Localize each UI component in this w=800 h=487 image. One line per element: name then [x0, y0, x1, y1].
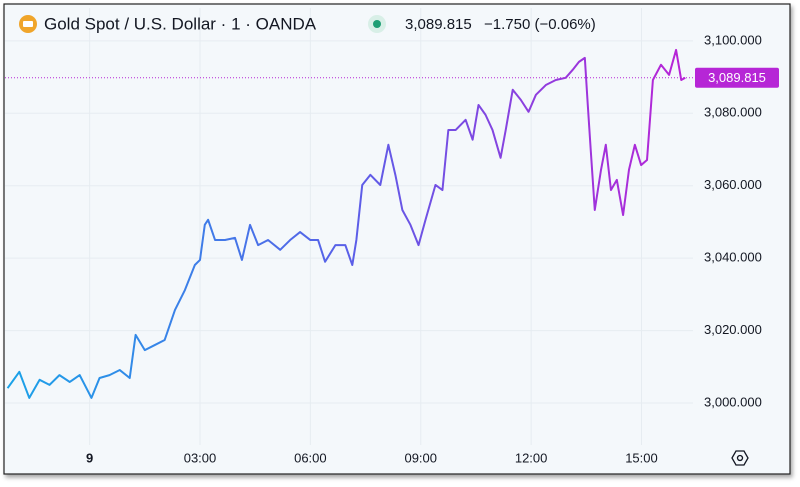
settings-icon[interactable] — [731, 450, 749, 466]
header-change: −1.750 (−0.06%) — [484, 16, 596, 33]
y-tick-label: 3,020.000 — [704, 322, 762, 337]
x-tick-label: 09:00 — [404, 450, 437, 465]
market-status-dot — [373, 20, 381, 28]
symbol-title: Gold Spot / U.S. Dollar · 1 · OANDA — [44, 14, 317, 33]
price-line — [6, 48, 686, 399]
x-tick-label: 06:00 — [294, 450, 327, 465]
y-tick-label: 3,040.000 — [704, 250, 762, 265]
y-tick-label: 3,000.000 — [704, 394, 762, 409]
last-price-badge — [695, 67, 779, 88]
last-price-label: 3,089.815 — [708, 70, 766, 85]
y-tick-label: 3,060.000 — [704, 177, 762, 192]
x-tick-label: 03:00 — [184, 450, 217, 465]
y-tick-label: 3,100.000 — [704, 32, 762, 47]
symbol-icon-bar — [23, 21, 33, 27]
x-tick-label: 15:00 — [625, 450, 658, 465]
x-tick-label: 12:00 — [515, 450, 548, 465]
plot-area: 3,000.000 3,020.000 3,040.000 3,060.000 3,08… — [5, 8, 779, 465]
y-tick-label: 3,080.000 — [704, 105, 762, 120]
x-tick-label: 9 — [86, 450, 93, 465]
header-price: 3,089.815 — [405, 16, 472, 33]
chart-frame — [3, 3, 791, 475]
